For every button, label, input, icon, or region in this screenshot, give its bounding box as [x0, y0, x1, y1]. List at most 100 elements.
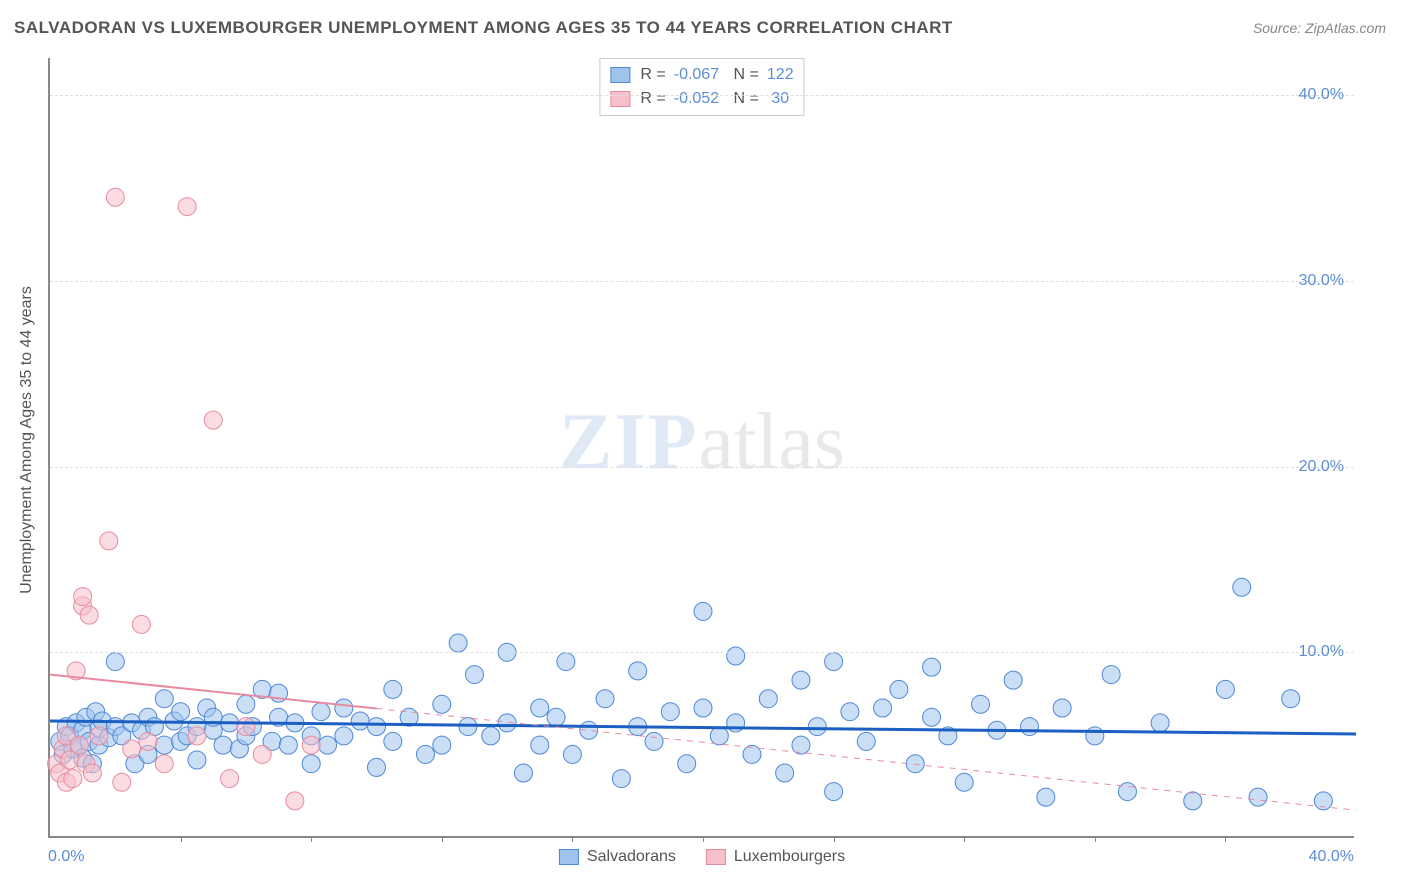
x-tick [311, 836, 312, 842]
data-point [645, 732, 663, 750]
data-point [1021, 718, 1039, 736]
data-point [1233, 578, 1251, 596]
data-point [743, 745, 761, 763]
x-tick [703, 836, 704, 842]
data-point [433, 736, 451, 754]
data-point [972, 695, 990, 713]
stats-legend-box: R = -0.067 N = 122 R = -0.052 N = 30 [599, 58, 804, 116]
data-point [1216, 680, 1234, 698]
data-point [808, 718, 826, 736]
data-point [1102, 666, 1120, 684]
data-point [155, 690, 173, 708]
data-point [70, 736, 88, 754]
plot-area: ZIPatlas R = -0.067 N = 122 R = -0.052 N… [48, 58, 1354, 838]
data-point [531, 699, 549, 717]
data-point [155, 755, 173, 773]
data-point [178, 198, 196, 216]
data-point [368, 718, 386, 736]
data-point [694, 699, 712, 717]
data-point [759, 690, 777, 708]
data-point [825, 653, 843, 671]
data-point [74, 588, 92, 606]
data-point [547, 708, 565, 726]
data-point [678, 755, 696, 773]
data-point [83, 764, 101, 782]
swatch-pink-icon [610, 91, 630, 107]
scatter-svg [50, 58, 1354, 836]
data-point [139, 732, 157, 750]
data-point [710, 727, 728, 745]
legend-item-luxembourgers: Luxembourgers [706, 848, 845, 866]
data-point [906, 755, 924, 773]
data-point [302, 755, 320, 773]
stats-row-luxembourgers: R = -0.052 N = 30 [610, 87, 793, 111]
data-point [563, 745, 581, 763]
x-tick [1225, 836, 1226, 842]
data-point [312, 703, 330, 721]
data-point [368, 758, 386, 776]
data-point [155, 736, 173, 754]
data-point [890, 680, 908, 698]
legend-item-salvadorans: Salvadorans [559, 848, 676, 866]
data-point [1086, 727, 1104, 745]
data-point [1184, 792, 1202, 810]
data-point [188, 751, 206, 769]
x-tick [181, 836, 182, 842]
data-point [237, 695, 255, 713]
data-point [825, 783, 843, 801]
data-point [727, 647, 745, 665]
data-point [596, 690, 614, 708]
data-point [100, 532, 118, 550]
data-point [106, 188, 124, 206]
data-point [90, 727, 108, 745]
x-tick [834, 836, 835, 842]
data-point [64, 770, 82, 788]
data-point [923, 708, 941, 726]
data-point [123, 740, 141, 758]
data-point [612, 770, 630, 788]
data-point [1151, 714, 1169, 732]
y-tick-label: 20.0% [1299, 458, 1344, 476]
data-point [132, 615, 150, 633]
data-point [449, 634, 467, 652]
data-point [792, 671, 810, 689]
data-point [286, 792, 304, 810]
chart-title: SALVADORAN VS LUXEMBOURGER UNEMPLOYMENT … [14, 18, 953, 38]
data-point [214, 736, 232, 754]
data-point [188, 727, 206, 745]
data-point [531, 736, 549, 754]
data-point [80, 606, 98, 624]
data-point [482, 727, 500, 745]
source-attribution: Source: ZipAtlas.com [1253, 20, 1386, 36]
data-point [1004, 671, 1022, 689]
y-tick-label: 30.0% [1299, 272, 1344, 290]
data-point [319, 736, 337, 754]
grid-line [50, 95, 1354, 96]
grid-line [50, 281, 1354, 282]
data-point [923, 658, 941, 676]
data-point [172, 703, 190, 721]
data-point [253, 745, 271, 763]
data-point [1282, 690, 1300, 708]
data-point [335, 699, 353, 717]
data-point [113, 773, 131, 791]
data-point [841, 703, 859, 721]
data-point [955, 773, 973, 791]
data-point [221, 770, 239, 788]
data-point [433, 695, 451, 713]
x-tick [442, 836, 443, 842]
data-point [1037, 788, 1055, 806]
data-point [416, 745, 434, 763]
data-point [106, 653, 124, 671]
data-point [514, 764, 532, 782]
y-axis-label: Unemployment Among Ages 35 to 44 years [18, 286, 36, 594]
data-point [384, 732, 402, 750]
data-point [335, 727, 353, 745]
data-point [1053, 699, 1071, 717]
y-tick-label: 10.0% [1299, 643, 1344, 661]
data-point [237, 718, 255, 736]
x-tick [572, 836, 573, 842]
x-tick [1095, 836, 1096, 842]
data-point [302, 736, 320, 754]
data-point [351, 712, 369, 730]
